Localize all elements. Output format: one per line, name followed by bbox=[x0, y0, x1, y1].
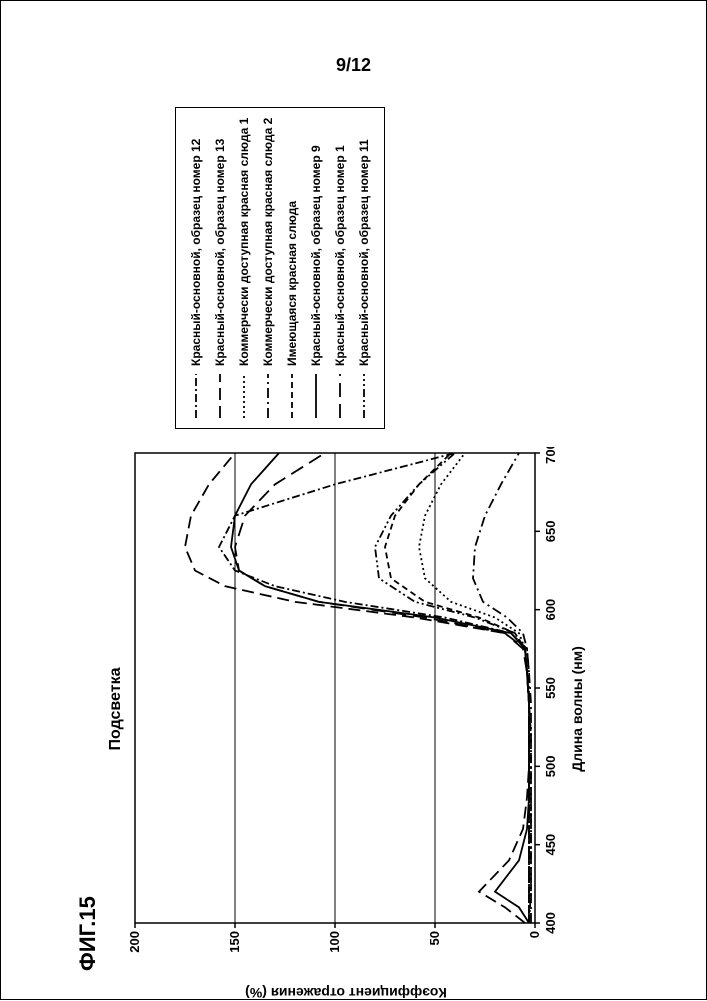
legend-item: Красный-основной, образец номер 11 bbox=[352, 118, 376, 418]
page-frame: 9/12 ФИГ.15 Подсветка Коэффициент отраже… bbox=[0, 0, 707, 1000]
svg-text:0: 0 bbox=[527, 931, 542, 938]
legend-swatch bbox=[283, 374, 301, 418]
legend-label: Красный-основной, образец номер 9 bbox=[309, 145, 323, 366]
svg-text:100: 100 bbox=[327, 931, 342, 953]
legend-item: Красный-основной, образец номер 1 bbox=[328, 118, 352, 418]
legend-item: Красный-основной, образец номер 12 bbox=[184, 118, 208, 418]
x-axis-label: Длина волны (нм) bbox=[569, 447, 585, 971]
svg-text:550: 550 bbox=[543, 677, 558, 699]
legend-swatch bbox=[307, 374, 325, 418]
legend: Красный-основной, образец номер 12 Красны… bbox=[175, 107, 385, 429]
svg-text:650: 650 bbox=[543, 520, 558, 542]
svg-text:400: 400 bbox=[543, 912, 558, 934]
legend-label: Красный-основной, образец номер 11 bbox=[357, 139, 371, 366]
legend-item: Красный-основной, образец номер 13 bbox=[208, 118, 232, 418]
legend-label: Коммерчески доступная красная слюда 1 bbox=[237, 118, 251, 366]
legend-swatch bbox=[211, 374, 229, 418]
legend-item: Коммерчески доступная красная слюда 1 bbox=[232, 118, 256, 418]
figure-stage: ФИГ.15 Подсветка Коэффициент отражения (… bbox=[75, 91, 635, 991]
legend-label: Красный-основной, образец номер 13 bbox=[213, 139, 227, 366]
legend-item: Красный-основной, образец номер 9 bbox=[304, 118, 328, 418]
figure-label: ФИГ.15 bbox=[75, 447, 101, 971]
legend-swatch bbox=[331, 374, 349, 418]
line-chart: 0 50 100 150 200 400 450 500 550 600 650 700 bbox=[129, 447, 565, 971]
svg-text:450: 450 bbox=[543, 834, 558, 856]
chart-title: Подсветка bbox=[107, 447, 125, 971]
svg-text:50: 50 bbox=[427, 931, 442, 945]
page-number: 9/12 bbox=[1, 55, 706, 76]
legend-item: Коммерчески доступная красная слюда 2 bbox=[256, 118, 280, 418]
svg-text:700: 700 bbox=[543, 447, 558, 464]
legend-swatch bbox=[355, 374, 373, 418]
y-axis-label: Коэффициент отражения (%) bbox=[245, 985, 447, 1001]
svg-text:600: 600 bbox=[543, 599, 558, 621]
legend-label: Коммерчески доступная красная слюда 2 bbox=[261, 118, 275, 366]
legend-label: Красный-основной, образец номер 12 bbox=[189, 139, 203, 366]
svg-text:200: 200 bbox=[129, 931, 142, 953]
svg-text:500: 500 bbox=[543, 755, 558, 777]
legend-label: Имеющаяся красная слюда bbox=[285, 201, 299, 366]
legend-swatch bbox=[187, 374, 205, 418]
legend-swatch bbox=[235, 374, 253, 418]
legend-swatch bbox=[259, 374, 277, 418]
legend-item: Имеющаяся красная слюда bbox=[280, 118, 304, 418]
legend-label: Красный-основной, образец номер 1 bbox=[333, 145, 347, 366]
svg-text:150: 150 bbox=[227, 931, 242, 953]
